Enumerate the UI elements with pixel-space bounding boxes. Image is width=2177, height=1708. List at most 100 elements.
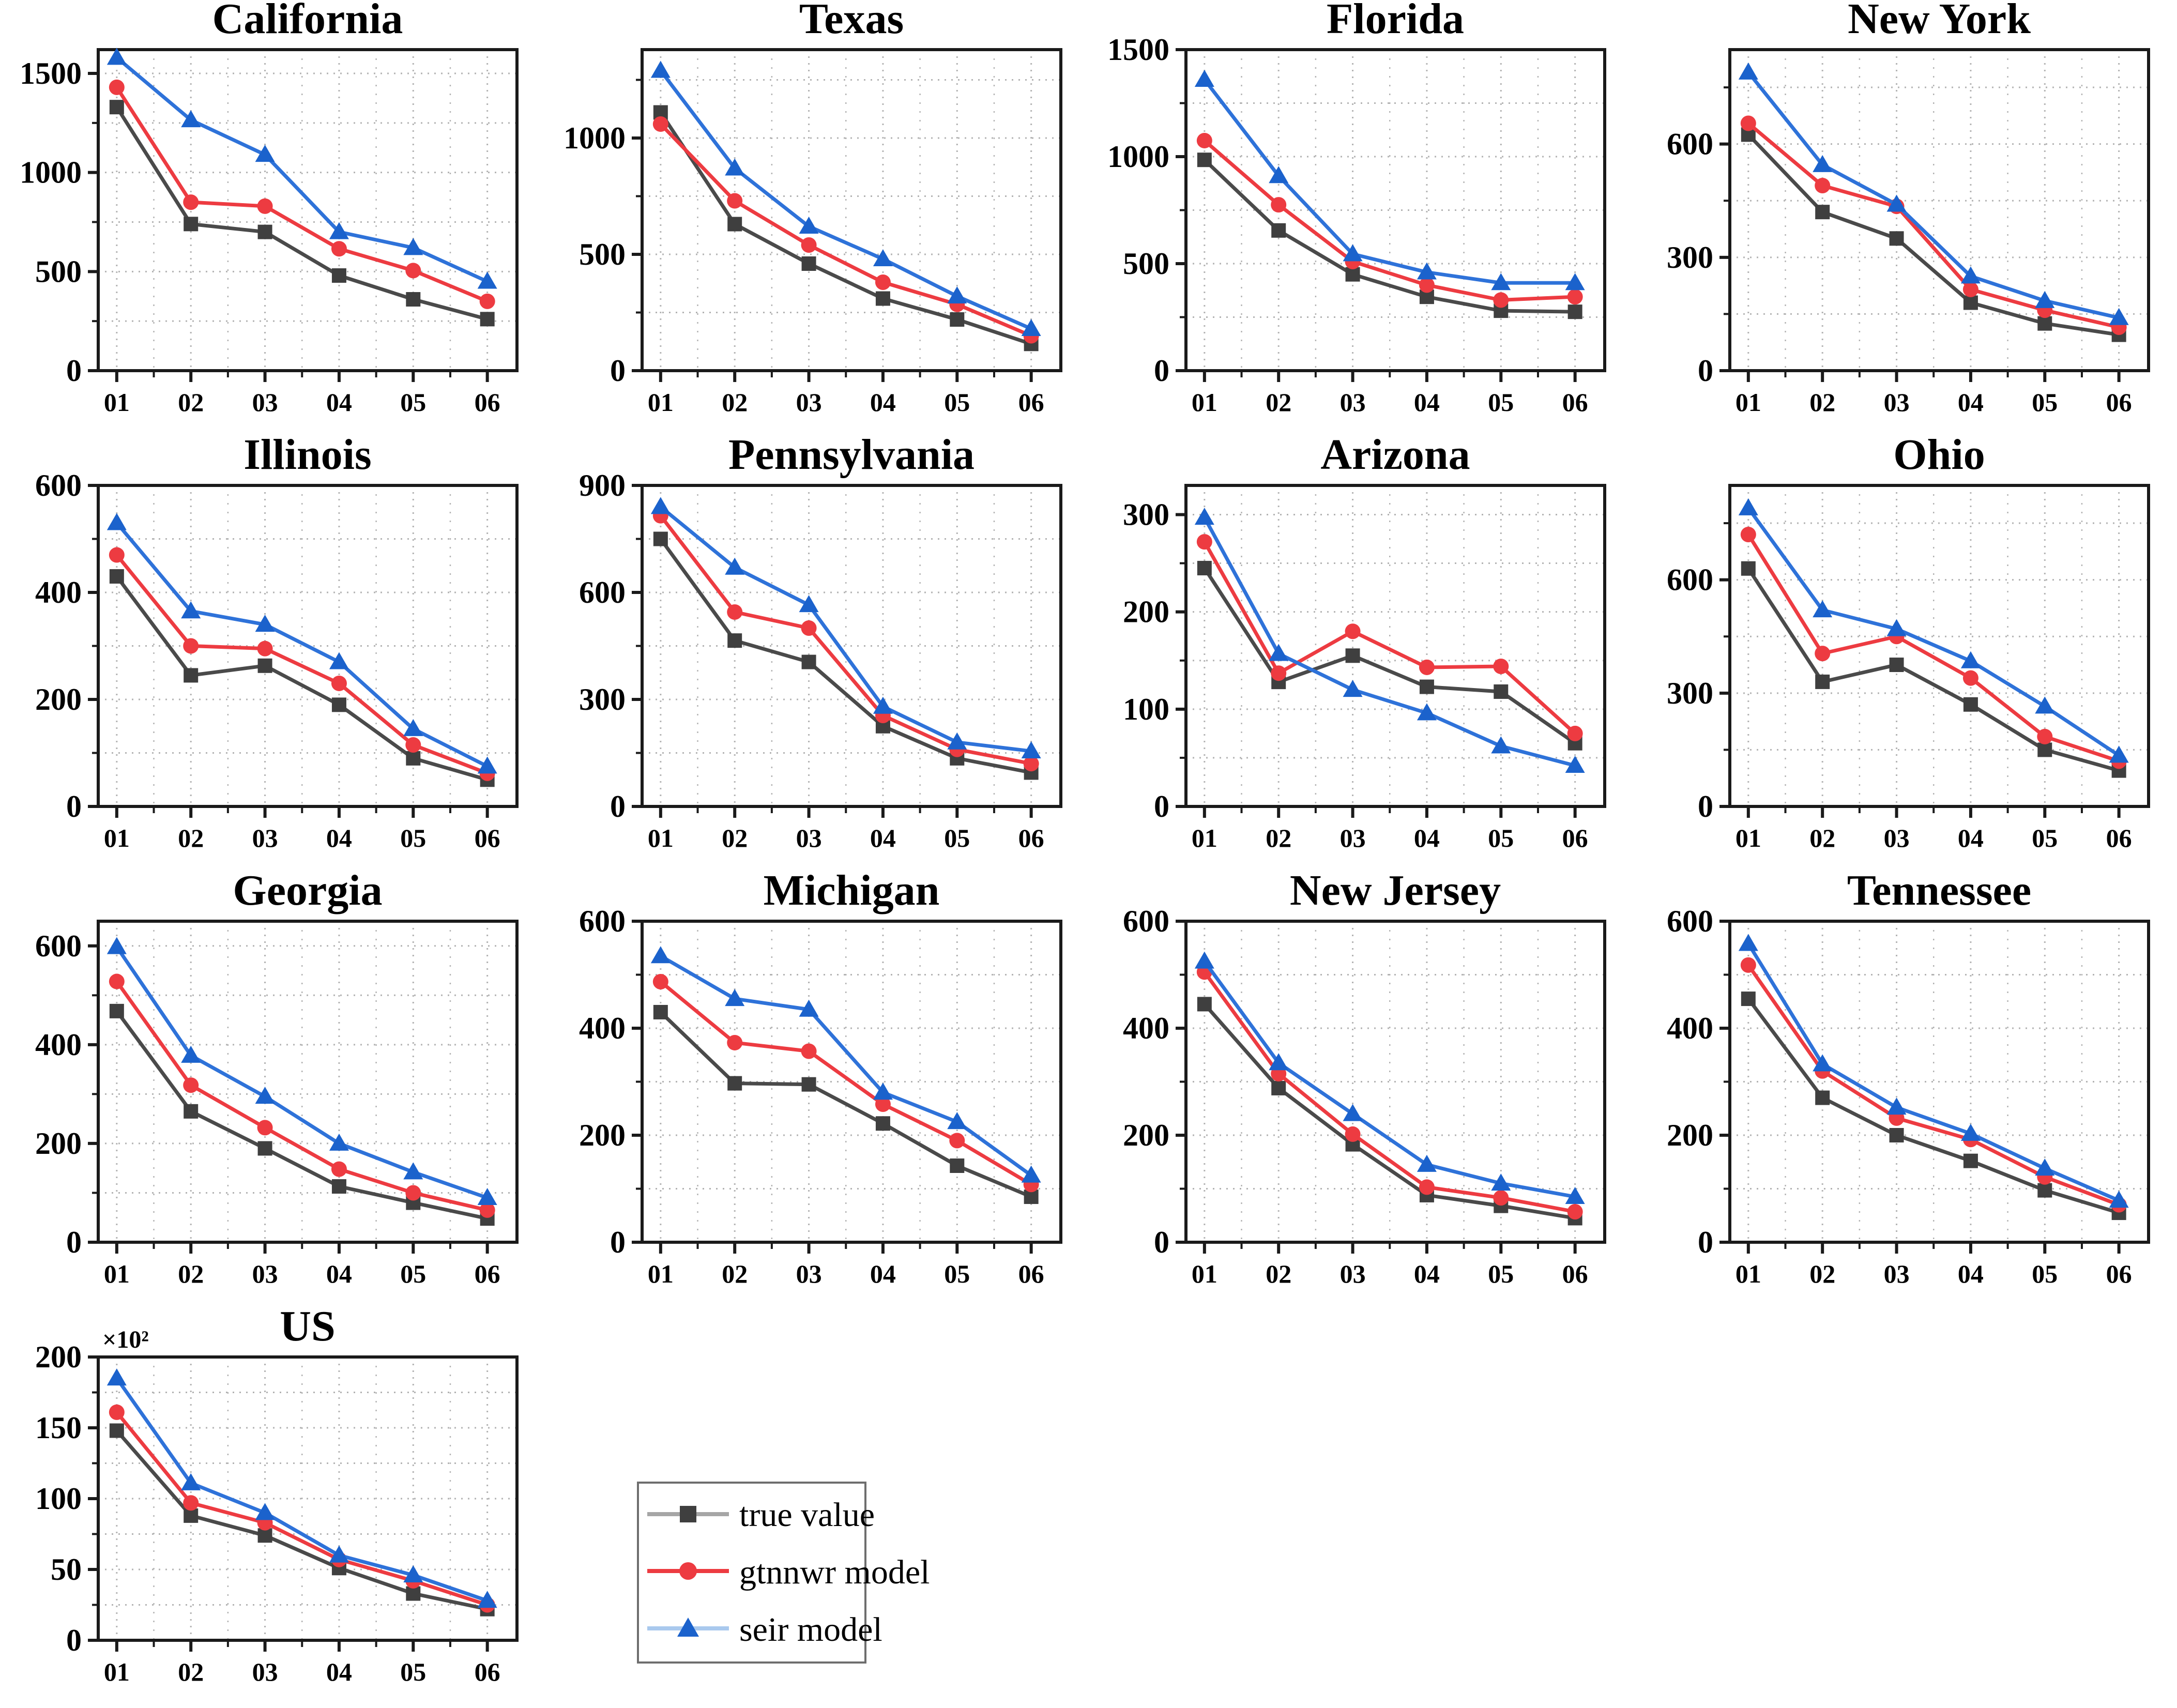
x-tick-label: 06: [1562, 823, 1588, 852]
y-tick-label: 0: [1154, 789, 1169, 823]
chart-pennsylvania: 0 300 600 900 01 02 03 04 05 06 Pennsylvania: [579, 431, 1062, 852]
gtnnwr-model-marker-icon: [644, 1553, 732, 1592]
y-tick-label: 150: [35, 1411, 82, 1445]
series-line-gtnnwr-model: [1746, 121, 2121, 329]
gtnnwr-model-swatch: [647, 1562, 729, 1580]
y-tick-label: 500: [35, 254, 82, 288]
x-tick-label: 04: [326, 823, 352, 852]
panel-title: Pennsylvania: [728, 436, 975, 479]
chart-new-jersey: 0 200 400 600 01 02 03 04 05 06 New Jersey: [1123, 866, 1606, 1288]
panel-title: Florida: [1327, 0, 1464, 43]
true-value-marker-icon: [644, 1496, 732, 1535]
seir-model-marker-icon: [644, 1610, 732, 1649]
y-tick-label: 500: [1123, 247, 1169, 281]
panel-texas: 0 500 1000 01 02 03 04 05 06 Texas: [544, 0, 1088, 436]
x-tick-label: 03: [796, 823, 822, 852]
x-tick-label: 05: [944, 1259, 970, 1288]
x-tick-label: 05: [944, 823, 970, 852]
series-line-seir-model: [1202, 515, 1577, 768]
y-tick-label: 200: [35, 682, 82, 716]
y-tick-label: 0: [66, 789, 82, 823]
y-tick-label: 400: [1123, 1011, 1169, 1045]
y-tick-label: 0: [66, 1225, 82, 1259]
panel-title: New Jersey: [1290, 872, 1501, 914]
x-tick-label: 05: [400, 1259, 426, 1288]
y-tick-label: 600: [579, 904, 626, 938]
chart-us: 0 50 100 150 200 01 02 03 04 05 06 US ×10²: [35, 1302, 519, 1686]
x-tick-label: 02: [178, 1657, 204, 1686]
x-tick-label: 06: [475, 1259, 500, 1288]
series-line-seir-model: [659, 954, 1033, 1178]
series-line-gtnnwr-model: [115, 85, 490, 303]
y-tick-label: 400: [35, 1028, 82, 1062]
y-tick-label: 600: [1667, 563, 1713, 597]
x-tick-label: 03: [252, 823, 278, 852]
x-tick-label: 03: [1884, 823, 1910, 852]
panel-new-york: 0 300 600 01 02 03 04 05 06 New York: [1632, 0, 2175, 436]
x-tick-label: 05: [944, 388, 970, 417]
x-tick-label: 04: [1414, 823, 1440, 852]
series-line-true-value: [1746, 567, 2121, 773]
x-tick-label: 03: [252, 1259, 278, 1288]
x-tick-label: 01: [1192, 1259, 1217, 1288]
x-tick-label: 04: [1414, 388, 1440, 417]
x-tick-label: 01: [1192, 823, 1217, 852]
x-tick-label: 06: [1018, 1259, 1044, 1288]
x-tick-label: 03: [252, 388, 278, 417]
y-tick-label: 200: [35, 1126, 82, 1161]
legend-label-seir-model: seir model: [739, 1610, 882, 1649]
y-tick-label: 600: [1667, 127, 1713, 161]
y-tick-label: 1000: [20, 156, 82, 190]
x-tick-label: 02: [1809, 1259, 1835, 1288]
x-tick-label: 01: [104, 823, 130, 852]
x-tick-label: 01: [104, 388, 130, 417]
x-tick-label: 02: [722, 388, 748, 417]
x-tick-label: 06: [2106, 1259, 2132, 1288]
panel-title: Georgia: [233, 872, 382, 914]
series-line-gtnnwr-model: [1202, 970, 1577, 1214]
x-tick-label: 05: [400, 1657, 426, 1686]
panel-tennessee: 0 200 400 600 01 02 03 04 05 06 Tennessee: [1632, 866, 2175, 1307]
y-tick-label: 0: [66, 354, 82, 388]
x-tick-label: 02: [1809, 388, 1835, 417]
legend-label-gtnnwr-model: gtnnwr model: [739, 1553, 930, 1591]
chart-texas: 0 500 1000 01 02 03 04 05 06 Texas: [564, 0, 1062, 417]
panel-pennsylvania: 0 300 600 900 01 02 03 04 05 06 Pennsylvania: [544, 431, 1088, 872]
y-tick-label: 500: [579, 237, 626, 271]
x-tick-label: 06: [1562, 1259, 1588, 1288]
y-tick-label: 50: [51, 1552, 82, 1587]
x-tick-label: 05: [2032, 388, 2058, 417]
x-tick-label: 06: [475, 1657, 500, 1686]
panel-title: Ohio: [1893, 436, 1985, 479]
series-line-seir-model: [1202, 959, 1577, 1199]
panel-title: New York: [1848, 0, 2031, 43]
x-tick-label: 05: [400, 823, 426, 852]
x-tick-label: 06: [1018, 388, 1044, 417]
series-line-gtnnwr-model: [1746, 532, 2121, 763]
x-tick-label: 02: [178, 388, 204, 417]
legend-label-true-value: true value: [739, 1496, 875, 1534]
chart-georgia: 0 200 400 600 01 02 03 04 05 06 Georgia: [35, 866, 519, 1288]
x-tick-label: 04: [326, 1259, 352, 1288]
panel-california: 0 500 1000 1500 01 02 03 04 05 06 California: [0, 0, 544, 436]
y-tick-label: 1500: [20, 56, 82, 90]
panel-us: 0 50 100 150 200 01 02 03 04 05 06 US ×10²: [0, 1302, 544, 1705]
x-tick-label: 02: [1266, 388, 1291, 417]
series-line-gtnnwr-model: [1746, 963, 2121, 1207]
x-tick-label: 02: [722, 1259, 748, 1288]
chart-tennessee: 0 200 400 600 01 02 03 04 05 06 Tennessee: [1667, 866, 2150, 1288]
y-tick-label: 600: [35, 468, 82, 502]
y-tick-label: 600: [1123, 904, 1169, 938]
x-tick-label: 04: [870, 1259, 896, 1288]
x-tick-label: 05: [400, 388, 426, 417]
chart-arizona: 0 100 200 300 01 02 03 04 05 06 Arizona: [1123, 431, 1606, 852]
y-tick-label: 0: [1698, 789, 1713, 823]
y-tick-label: 1000: [1107, 140, 1169, 174]
x-tick-label: 05: [2032, 823, 2058, 852]
x-tick-label: 06: [475, 388, 500, 417]
legend-item-gtnnwr-model: gtnnwr model: [644, 1553, 930, 1592]
series-line-true-value: [115, 1428, 490, 1611]
y-tick-label: 200: [1667, 1118, 1713, 1152]
